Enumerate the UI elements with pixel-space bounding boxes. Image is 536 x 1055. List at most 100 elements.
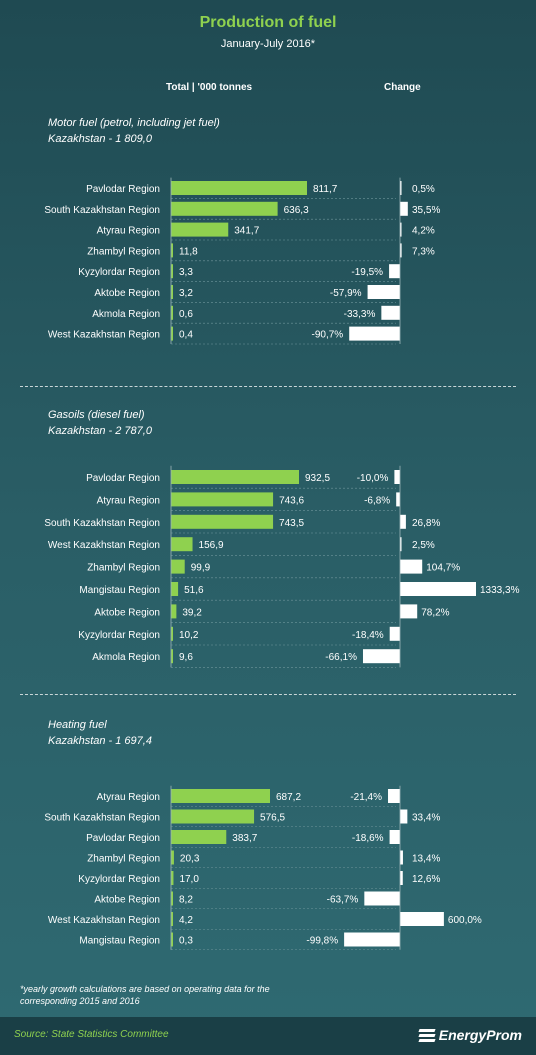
change-bar [400, 850, 403, 865]
category-label: Zhambyl Region [87, 563, 160, 574]
category-label: Kyzylordar Region [78, 267, 160, 278]
value-label: 51,6 [184, 585, 204, 596]
change-label: -63,7% [327, 895, 359, 906]
change-bar [400, 514, 406, 529]
change-label: 35,5% [412, 205, 440, 216]
category-label: Zhambyl Region [87, 854, 160, 865]
value-label: 39,2 [182, 607, 202, 618]
value-label: 10,2 [179, 630, 199, 641]
category-label: Kyzylordar Region [78, 874, 160, 885]
category-label: South Kazakhstan Region [44, 813, 160, 824]
change-label: -10,0% [357, 473, 389, 484]
fuel-production-chart: Pavlodar Region 811,7 0,5% South Kazakhstan… [44, 177, 482, 951]
change-label: 0,5% [412, 184, 435, 195]
value-label: 636,3 [284, 205, 309, 216]
total-column-header: Total | '000 tonnes [166, 82, 253, 93]
value-bar [171, 626, 173, 641]
change-bar [400, 222, 402, 237]
change-bar [394, 470, 400, 484]
change-bar [381, 305, 400, 320]
category-label: Atyrau Region [97, 226, 160, 237]
value-bar [171, 871, 174, 885]
brand-name: EnergyProm [438, 1027, 522, 1043]
change-label: -18,6% [352, 833, 384, 844]
category-label: South Kazakhstan Region [44, 205, 160, 216]
value-label: 383,7 [232, 833, 257, 844]
value-bar [171, 492, 274, 507]
page-title: Production of fuel [199, 14, 337, 31]
category-label: South Kazakhstan Region [44, 518, 160, 529]
change-label: 2,5% [412, 540, 435, 551]
category-label: Mangistau Region [79, 585, 160, 596]
change-bar [349, 326, 400, 341]
value-bar [171, 222, 229, 237]
section-title-heating-fuel: Heating fuel [48, 719, 107, 731]
category-label: Aktobe Region [94, 288, 160, 299]
change-label: -90,7% [312, 330, 344, 341]
change-label: -66,1% [325, 652, 357, 663]
value-bar [171, 604, 177, 619]
change-bar [400, 604, 418, 619]
change-bar [400, 201, 408, 216]
value-bar [171, 789, 270, 803]
change-label: 33,4% [412, 813, 440, 824]
category-label: Aktobe Region [94, 895, 160, 906]
category-label: Pavlodar Region [86, 833, 160, 844]
value-label: 0,4 [179, 330, 193, 341]
change-label: -57,9% [330, 288, 362, 299]
category-label: Atyrau Region [97, 792, 160, 803]
change-bar [396, 492, 400, 507]
footnote: *yearly growth calculations are based on… [20, 984, 270, 1006]
value-bar [171, 514, 274, 529]
change-column-header: Change [384, 82, 421, 93]
change-bar [367, 285, 400, 299]
value-label: 156,9 [199, 540, 224, 551]
category-label: Kyzylordar Region [78, 630, 160, 641]
change-bar [344, 932, 400, 947]
brand-logo: EnergyProm [418, 1027, 522, 1043]
value-label: 576,5 [260, 813, 285, 824]
change-bar [389, 626, 400, 641]
change-label: -21,4% [350, 792, 382, 803]
change-label: -6,8% [364, 495, 390, 506]
value-label: 9,6 [179, 652, 193, 663]
value-bar [171, 201, 278, 216]
section-divider [20, 386, 516, 387]
section-title-motor-fuel: Motor fuel (petrol, including jet fuel) [48, 117, 220, 129]
section-divider [20, 694, 516, 695]
change-bar [389, 264, 400, 279]
category-label: Atyrau Region [97, 495, 160, 506]
value-label: 17,0 [179, 874, 199, 885]
section-total-heating-fuel: Kazakhstan - 1 697,4 [48, 735, 152, 747]
value-bar [171, 830, 227, 844]
category-label: West Kazakhstan Region [48, 540, 160, 551]
value-bar [171, 285, 173, 299]
value-label: 811,7 [313, 184, 338, 195]
category-label: Akmola Region [92, 652, 160, 663]
change-label: -18,4% [352, 630, 384, 641]
change-bar [400, 871, 403, 885]
value-bar [171, 243, 173, 258]
value-bar [171, 649, 173, 664]
value-bar [171, 891, 173, 906]
value-bar [171, 326, 173, 341]
section-total-gasoils: Kazakhstan - 2 787,0 [48, 425, 152, 437]
value-label: 743,5 [279, 518, 304, 529]
energyprom-logo-icon [418, 1028, 436, 1042]
value-bar [171, 537, 193, 552]
change-label: -99,8% [306, 936, 338, 947]
change-label: 600,0% [448, 915, 482, 926]
value-label: 4,2 [179, 915, 193, 926]
change-bar [400, 537, 402, 552]
value-label: 99,9 [191, 563, 211, 574]
value-label: 20,3 [180, 854, 200, 865]
value-bar [171, 264, 173, 279]
footer-bar: Source: State Statistics Committee Energ… [0, 1017, 536, 1055]
change-bar [364, 891, 400, 906]
change-bar [400, 559, 423, 574]
change-label: -19,5% [351, 267, 383, 278]
value-bar [171, 809, 255, 824]
value-bar [171, 470, 299, 484]
value-bar [171, 932, 173, 947]
change-label: 26,8% [412, 518, 440, 529]
